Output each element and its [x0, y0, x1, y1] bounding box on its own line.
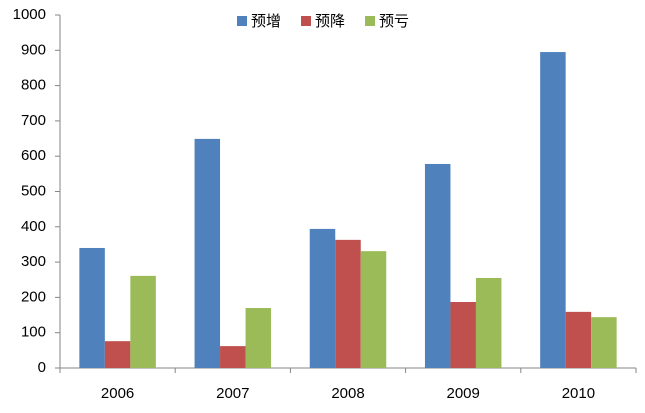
y-tick-label: 0: [38, 359, 46, 376]
y-tick-label: 600: [21, 147, 46, 164]
bar: [450, 301, 476, 368]
bar: [335, 239, 361, 368]
y-tick-label: 100: [21, 324, 46, 341]
bar: [309, 228, 336, 368]
legend-swatch: [365, 16, 376, 26]
y-tick-label: 300: [21, 253, 46, 270]
bar: [79, 247, 105, 368]
legend-label: 预亏: [379, 13, 409, 30]
bar: [540, 52, 566, 368]
bar: [475, 277, 502, 368]
bar: [424, 163, 451, 368]
bar: [565, 311, 592, 368]
y-tick-label: 200: [21, 288, 46, 305]
bar: [220, 346, 246, 368]
legend-label: 预增: [251, 13, 281, 30]
y-tick-label: 900: [21, 41, 46, 58]
bar: [194, 138, 221, 368]
y-tick-label: 500: [21, 182, 46, 199]
legend-swatch: [301, 16, 312, 26]
y-tick-label: 700: [21, 112, 46, 129]
x-tick-label: 2008: [331, 385, 364, 402]
legend-swatch: [237, 16, 247, 26]
legend-label: 预降: [315, 13, 345, 30]
x-tick-label: 2007: [216, 385, 249, 402]
bar: [360, 251, 387, 368]
bar: [245, 307, 272, 368]
y-tick-label: 800: [21, 77, 46, 94]
bar: [130, 275, 156, 368]
x-tick-label: 2010: [562, 385, 595, 402]
bar: [104, 341, 131, 368]
y-tick-label: 1000: [13, 6, 46, 23]
x-tick-label: 2009: [447, 385, 480, 402]
bar: [591, 317, 617, 368]
x-tick-label: 2006: [101, 385, 134, 402]
y-tick-label: 400: [21, 218, 46, 235]
